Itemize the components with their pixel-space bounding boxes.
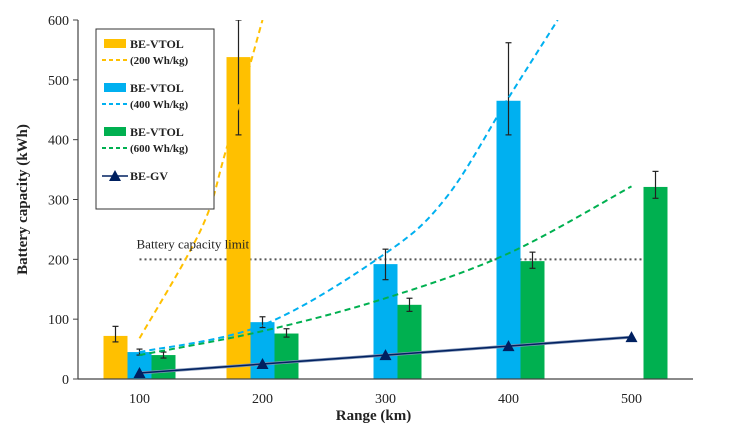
x-axis-title: Range (km) [336,408,411,424]
be-gv-point-300 [379,349,392,361]
y-tick-label-0: 0 [62,373,69,388]
y-tick-label-600: 600 [48,14,69,29]
legend-sublabel-s3: (600 Wh/kg) [130,143,189,155]
y-tick-label-400: 400 [48,134,69,149]
legend-label-s3: BE-VTOL [130,125,184,139]
trend-line-s3 [139,185,632,357]
bar-s3-300 [397,304,422,379]
chart-marks [103,20,668,379]
be-gv-point-200 [256,358,269,370]
legend-marker-be-gv [109,170,121,181]
x-tick-label-500: 500 [621,392,642,407]
y-tick-label-500: 500 [48,74,69,89]
be-gv-point-100 [133,367,146,379]
bar-s1-100 [103,335,128,379]
legend-label-be-gv: BE-GV [130,169,168,183]
bar-s2-400 [496,100,521,379]
y-axis-title: Battery capacity (kWh) [15,124,31,275]
legend: BE-VTOL (200 Wh/kg) BE-VTOL (400 Wh/kg) BE-V… [95,28,215,210]
legend-sublabel-s1: (200 Wh/kg) [130,55,189,67]
legend-label-s1: BE-VTOL [130,37,184,51]
be-gv-point-500 [625,331,638,343]
bar-s3-400 [520,261,545,379]
y-tick-label-300: 300 [48,194,69,209]
x-tick-label-100: 100 [129,392,150,407]
bar-s3-200 [274,333,299,379]
legend-swatch-s2 [104,83,126,92]
capacity-limit-label: Battery capacity limit [137,236,250,251]
bar-s2-300 [373,264,398,379]
trend-line-s1 [138,20,264,339]
bar-s3-500 [643,186,668,379]
x-tick-label-400: 400 [498,392,519,407]
x-tick-label-200: 200 [252,392,273,407]
axes: Battery capacity limit 0 100 200 300 400 500 60… [48,14,693,407]
legend-sublabel-s2: (400 Wh/kg) [130,99,189,111]
x-tick-label-300: 300 [375,392,396,407]
trend-line-s2 [139,20,559,354]
legend-swatch-s1 [104,39,126,48]
legend-swatch-s3 [104,127,126,136]
legend-label-s2: BE-VTOL [130,81,184,95]
y-tick-label-200: 200 [48,253,69,268]
be-gv-point-400 [502,340,515,352]
y-tick-label-100: 100 [48,313,69,328]
